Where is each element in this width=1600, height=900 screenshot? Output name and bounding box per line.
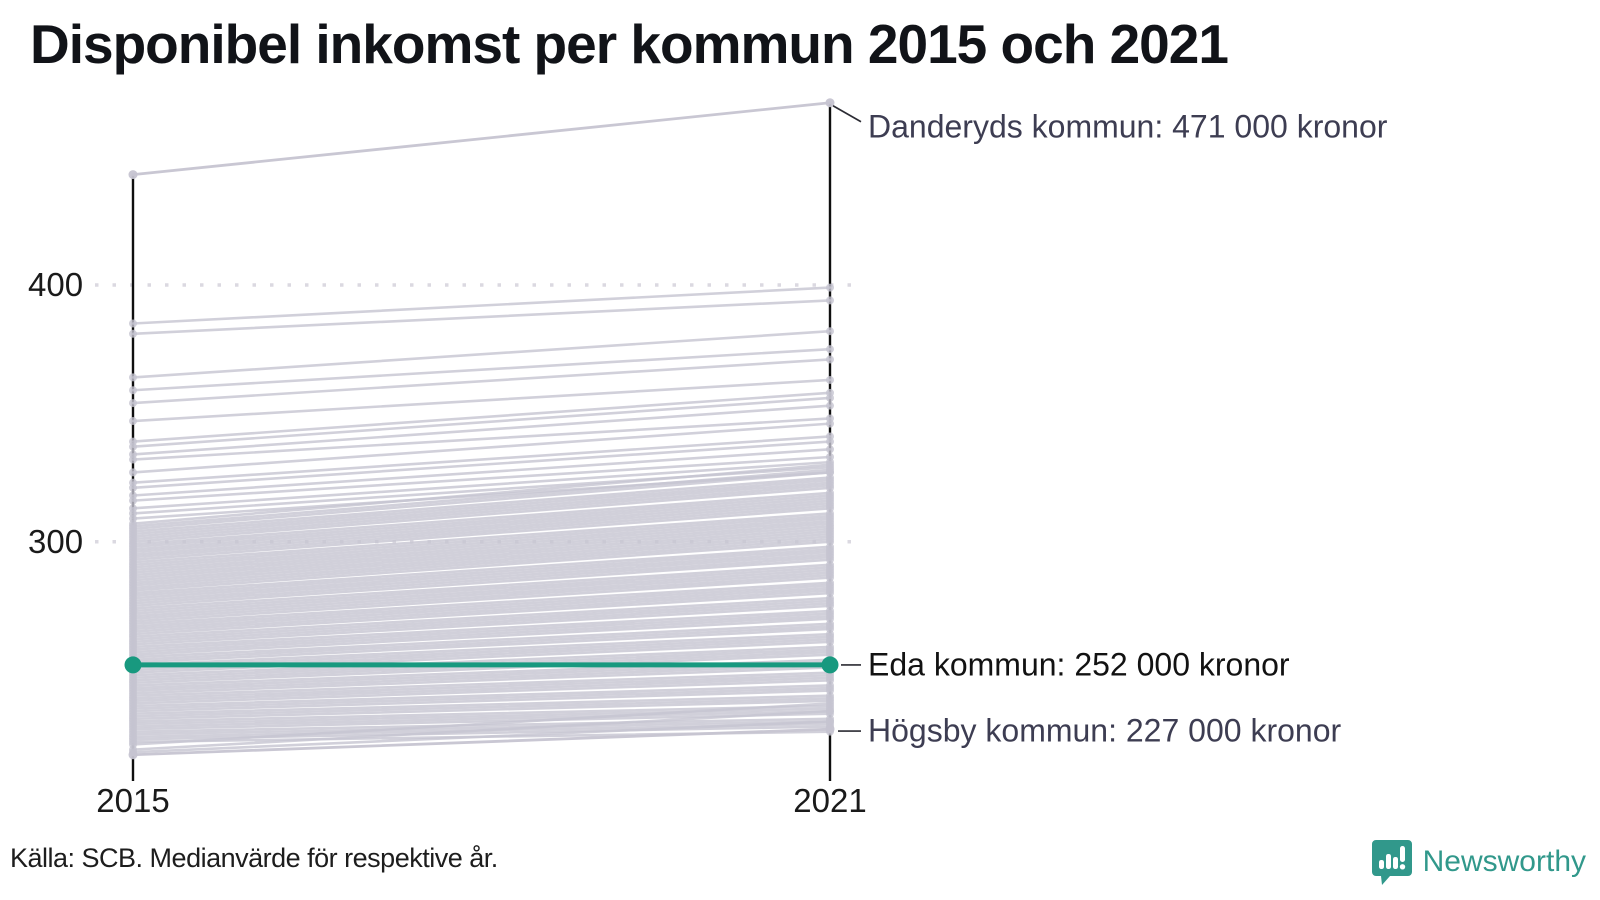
x-tick-label-2021: 2021 <box>793 782 867 819</box>
x-tick-label-2015: 2015 <box>96 782 170 819</box>
annotation-eda: Eda kommun: 252 000 kronor <box>868 646 1290 683</box>
source-note: Källa: SCB. Medianvärde för respektive å… <box>10 843 498 873</box>
y-tick-label-400: 400 <box>28 266 84 303</box>
annotation-danderyd: Danderyds kommun: 471 000 kronor <box>868 108 1388 145</box>
y-tick-label-300: 300 <box>28 522 84 560</box>
newsworthy-logo-icon <box>1371 840 1412 885</box>
newsworthy-wordmark: Newsworthy <box>1422 845 1586 878</box>
newsworthy-branding: Newsworthy <box>1371 838 1586 886</box>
annotation-hogsby: Högsby kommun: 227 000 kronor <box>868 712 1342 749</box>
chart-title: Disponibel inkomst per kommun 2015 och 2… <box>30 13 1229 75</box>
